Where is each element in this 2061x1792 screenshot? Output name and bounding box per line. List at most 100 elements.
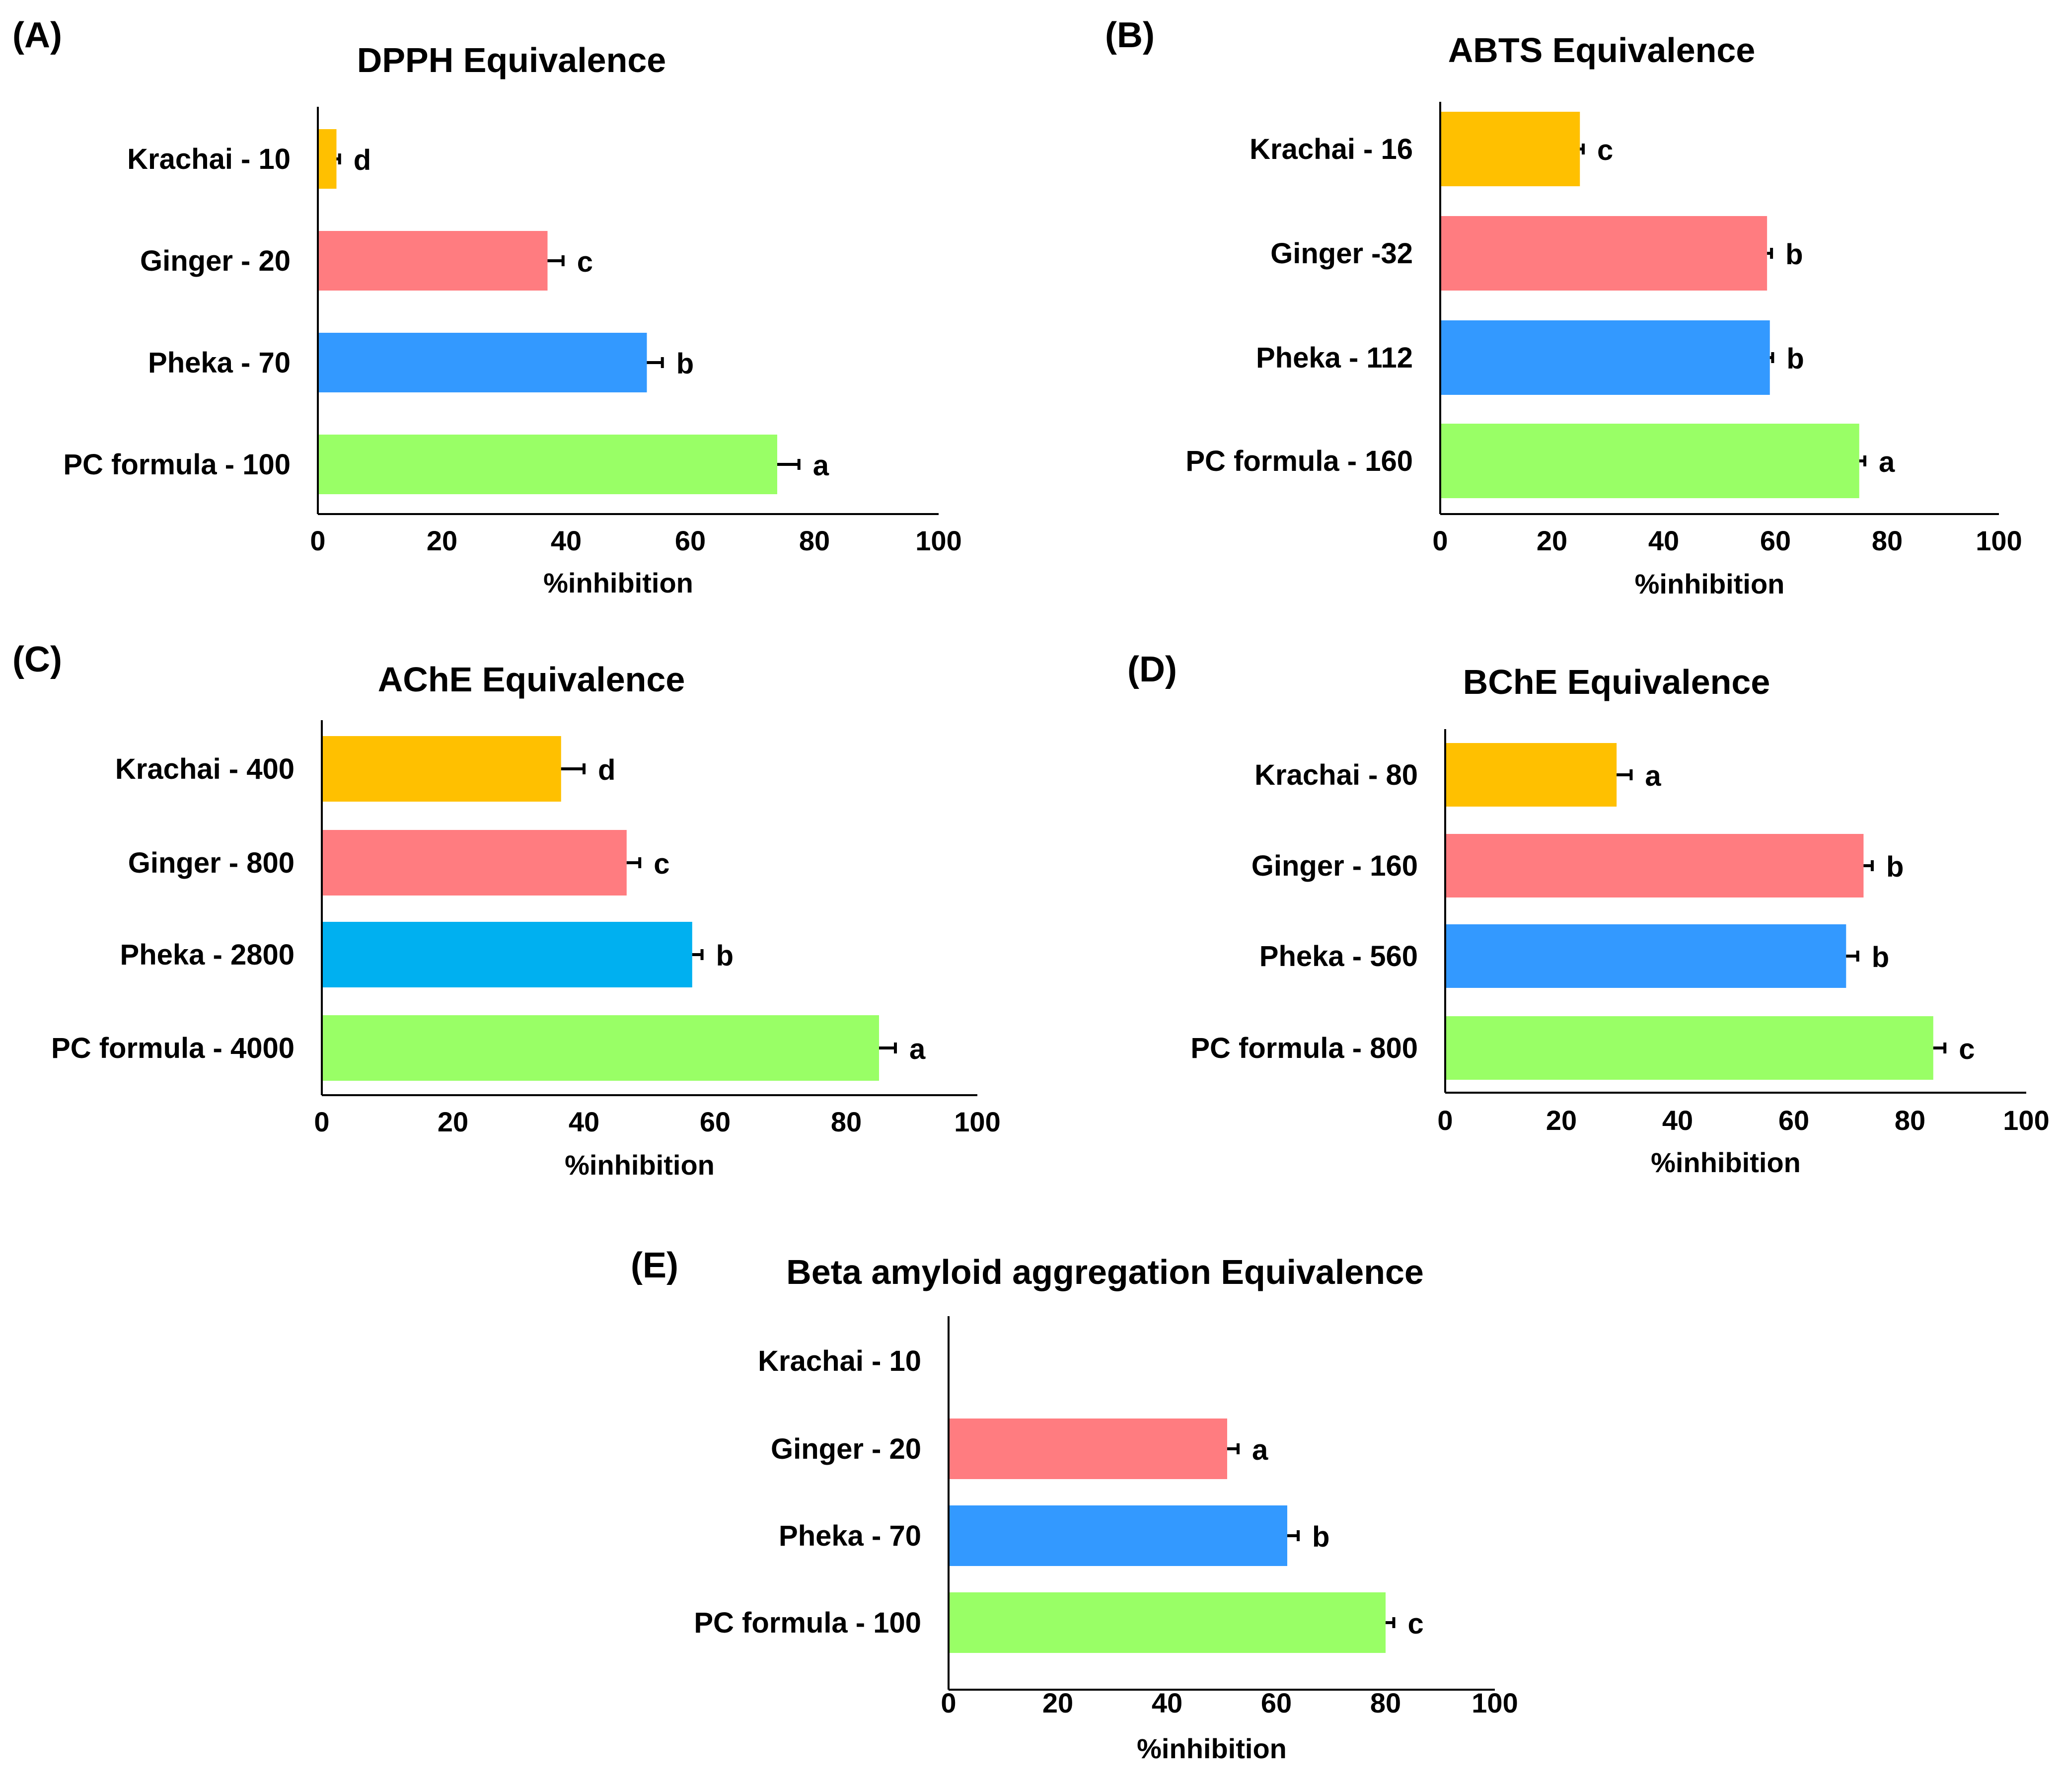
plot-area-d: Krachai - 80 a Ginger - 160 b Pheka - 560 b PC… [1190,729,2050,1178]
x-tick-label-d-40: 40 [1662,1105,1693,1136]
panel-letter-a: (A) [12,15,62,55]
x-axis-label-c: %inhibition [565,1149,715,1181]
bar-a-3 [318,333,647,392]
x-tick-label-a-0: 0 [310,525,325,556]
bar-a-4 [318,435,777,494]
chart-title-b: ABTS Equivalence [1448,31,1756,70]
plot-area-c: Krachai - 400 d Ginger - 800 c Pheka - 2800 b… [51,720,1001,1181]
panel-letter-e: (E) [631,1246,678,1285]
panel-c: (C) AChE Equivalence Krachai - 400 d Ginge… [12,640,1001,1181]
panel-b: (B) ABTS Equivalence Krachai - 16 c Ginger… [1105,15,2022,599]
bar-c-3 [322,922,692,987]
significance-label-c-3: b [716,940,734,972]
x-tick-label-b-80: 80 [1872,525,1903,556]
x-tick-label-a-20: 20 [427,525,457,556]
bar-b-1 [1440,112,1580,186]
x-tick-label-e-60: 60 [1261,1687,1292,1718]
x-tick-label-e-100: 100 [1472,1687,1518,1718]
significance-label-c-2: c [654,848,669,880]
category-label-a-1: Krachai - 10 [127,143,291,175]
bar-d-2 [1445,834,1864,897]
bar-d-1 [1445,743,1617,807]
significance-label-a-4: a [813,449,829,482]
category-label-e-1: Krachai - 10 [758,1345,921,1377]
bar-c-1 [322,736,561,802]
panel-a: (A) DPPH Equivalence Krachai - 10 d Ginger… [12,15,962,598]
significance-label-a-2: c [577,246,593,278]
bar-e-3 [949,1505,1287,1566]
x-tick-label-d-80: 80 [1895,1105,1925,1136]
x-tick-label-e-80: 80 [1370,1687,1401,1718]
x-tick-label-c-40: 40 [569,1106,599,1137]
category-label-d-4: PC formula - 800 [1190,1032,1418,1064]
significance-label-b-4: a [1879,446,1895,478]
category-label-a-2: Ginger - 20 [140,245,291,277]
bar-c-4 [322,1015,879,1081]
bar-b-4 [1440,424,1859,498]
significance-label-c-4: a [909,1033,926,1065]
significance-label-e-3: b [1312,1521,1329,1553]
significance-label-b-3: b [1786,343,1804,375]
x-axis-label-d: %inhibition [1651,1147,1801,1178]
x-tick-label-a-80: 80 [799,525,830,556]
bar-b-3 [1440,320,1770,395]
x-tick-label-d-60: 60 [1778,1105,1809,1136]
significance-label-d-1: a [1645,760,1661,792]
x-tick-label-c-60: 60 [700,1106,731,1137]
bar-a-2 [318,231,548,291]
x-tick-label-e-20: 20 [1042,1687,1073,1718]
chart-title-c: AChE Equivalence [378,660,685,699]
x-tick-label-b-20: 20 [1537,525,1567,556]
bar-e-2 [949,1419,1227,1479]
x-tick-label-a-60: 60 [675,525,706,556]
category-label-b-2: Ginger -32 [1270,237,1413,270]
panel-letter-b: (B) [1105,15,1155,55]
x-tick-label-a-40: 40 [551,525,582,556]
plot-area-e: Krachai - 10 Ginger - 20 a Pheka - 70 b PC fo… [694,1316,1518,1764]
category-label-c-4: PC formula - 4000 [51,1032,294,1064]
bar-c-2 [322,830,627,896]
significance-label-b-1: c [1597,134,1613,166]
chart-title-a: DPPH Equivalence [357,41,666,79]
category-label-c-3: Pheka - 2800 [120,939,294,971]
category-label-e-4: PC formula - 100 [694,1607,921,1639]
significance-label-a-3: b [676,348,694,380]
bar-d-4 [1445,1016,1933,1080]
category-label-b-1: Krachai - 16 [1250,133,1413,165]
panel-e: (E) Beta amyloid aggregation Equivalence… [631,1246,1518,1764]
x-tick-label-c-100: 100 [954,1106,1000,1137]
bar-d-3 [1445,924,1846,988]
panel-letter-c: (C) [12,640,62,679]
x-tick-label-c-0: 0 [314,1106,329,1137]
x-axis-label-e: %inhibition [1137,1733,1287,1764]
x-axis-label-b: %inhibition [1635,568,1785,599]
x-tick-label-c-20: 20 [438,1106,468,1137]
category-label-a-3: Pheka - 70 [148,347,291,379]
x-tick-label-e-0: 0 [941,1687,956,1718]
x-tick-label-b-100: 100 [1976,525,2022,556]
panel-d: (D) BChE Equivalence Krachai - 80 a Ginger… [1127,650,2050,1178]
category-label-a-4: PC formula - 100 [63,448,291,481]
significance-label-a-1: d [354,144,371,176]
plot-area-a: Krachai - 10 d Ginger - 20 c Pheka - 70 b PC f… [63,107,962,598]
category-label-d-2: Ginger - 160 [1251,850,1418,882]
category-label-d-1: Krachai - 80 [1254,759,1418,791]
category-label-e-2: Ginger - 20 [771,1433,921,1465]
category-label-b-4: PC formula - 160 [1185,445,1413,477]
chart-title-e: Beta amyloid aggregation Equivalence [786,1253,1424,1291]
significance-label-e-2: a [1252,1434,1268,1466]
chart-title-d: BChE Equivalence [1463,663,1770,701]
category-label-c-1: Krachai - 400 [115,753,294,785]
x-tick-label-c-80: 80 [831,1106,862,1137]
bar-b-2 [1440,216,1767,291]
significance-label-c-1: d [598,754,615,786]
x-tick-label-d-0: 0 [1437,1105,1453,1136]
category-label-e-3: Pheka - 70 [779,1520,921,1552]
x-tick-label-e-40: 40 [1152,1687,1182,1718]
x-tick-label-b-0: 0 [1432,525,1448,556]
bar-a-1 [318,129,337,189]
significance-label-d-4: c [1959,1033,1975,1065]
significance-label-b-2: b [1785,238,1803,271]
x-axis-label-a: %inhibition [543,567,693,598]
